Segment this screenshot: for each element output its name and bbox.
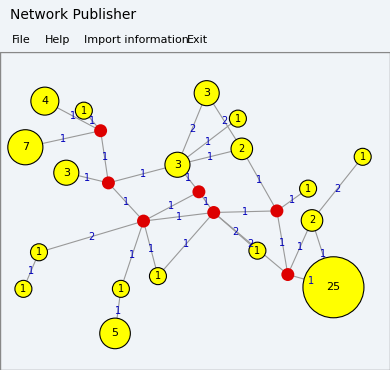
Text: 1: 1 (155, 271, 161, 281)
Text: 2: 2 (232, 226, 239, 236)
Text: 1: 1 (168, 201, 174, 211)
Ellipse shape (30, 244, 48, 261)
Text: 1: 1 (185, 173, 191, 183)
Text: 1: 1 (308, 276, 314, 286)
Text: 1: 1 (36, 247, 42, 257)
Ellipse shape (231, 138, 253, 159)
Ellipse shape (149, 268, 167, 285)
Text: 1: 1 (118, 284, 124, 294)
Text: 1: 1 (129, 250, 135, 260)
Text: 1: 1 (279, 238, 285, 248)
Ellipse shape (192, 185, 206, 198)
Ellipse shape (137, 215, 150, 228)
Text: 1: 1 (81, 106, 87, 116)
Text: 25: 25 (326, 282, 340, 292)
Ellipse shape (281, 268, 294, 281)
Ellipse shape (31, 87, 59, 115)
Ellipse shape (165, 152, 190, 177)
Text: 1: 1 (20, 284, 27, 294)
Text: 1: 1 (360, 152, 366, 162)
Ellipse shape (54, 160, 79, 185)
Ellipse shape (301, 210, 323, 231)
Ellipse shape (112, 280, 129, 297)
Text: 4: 4 (41, 96, 48, 106)
Text: File: File (12, 35, 30, 45)
Text: 1: 1 (115, 306, 121, 316)
Text: Import information: Import information (84, 35, 189, 45)
Text: 1: 1 (176, 212, 182, 222)
Text: 5: 5 (112, 329, 119, 339)
Ellipse shape (94, 124, 107, 137)
Text: 1: 1 (123, 197, 129, 207)
Text: 1: 1 (256, 175, 262, 185)
Text: 2: 2 (248, 239, 254, 249)
Text: 1: 1 (148, 243, 154, 253)
Ellipse shape (270, 204, 284, 218)
Text: 1: 1 (297, 242, 303, 252)
Text: 2: 2 (239, 144, 245, 154)
Text: 1: 1 (101, 152, 108, 162)
Text: 2: 2 (221, 116, 227, 126)
Text: 1: 1 (60, 134, 66, 144)
Ellipse shape (102, 176, 115, 189)
Text: 1: 1 (235, 114, 241, 124)
Text: 1: 1 (70, 111, 76, 121)
Text: 1: 1 (242, 207, 248, 217)
Text: 2: 2 (334, 184, 340, 194)
Text: 2: 2 (88, 232, 94, 242)
Text: 1: 1 (207, 152, 213, 162)
Text: 1: 1 (320, 249, 326, 259)
Text: 3: 3 (174, 160, 181, 170)
Ellipse shape (75, 102, 92, 119)
Text: 1: 1 (140, 169, 146, 179)
Text: 1: 1 (289, 195, 296, 205)
Text: 1: 1 (28, 266, 34, 276)
Text: 1: 1 (84, 173, 90, 183)
Text: 3: 3 (63, 168, 70, 178)
Text: Network Publisher: Network Publisher (10, 8, 136, 22)
Ellipse shape (8, 130, 43, 165)
Ellipse shape (194, 81, 219, 106)
Text: 2: 2 (309, 215, 315, 225)
Text: 3: 3 (203, 88, 210, 98)
Ellipse shape (354, 148, 371, 165)
Text: 1: 1 (89, 116, 95, 126)
Text: 1: 1 (183, 239, 189, 249)
Text: 1: 1 (305, 184, 311, 194)
Text: Help: Help (45, 35, 70, 45)
Text: 2: 2 (189, 124, 195, 134)
Text: 1: 1 (254, 246, 261, 256)
Ellipse shape (300, 180, 317, 197)
Text: 1: 1 (205, 137, 211, 147)
Ellipse shape (249, 242, 266, 259)
Ellipse shape (100, 318, 130, 349)
Ellipse shape (207, 206, 220, 219)
Ellipse shape (15, 280, 32, 297)
Text: 7: 7 (22, 142, 29, 152)
Ellipse shape (303, 257, 364, 318)
Text: Exit: Exit (187, 35, 208, 45)
Text: 1: 1 (203, 197, 209, 207)
Ellipse shape (229, 110, 246, 127)
